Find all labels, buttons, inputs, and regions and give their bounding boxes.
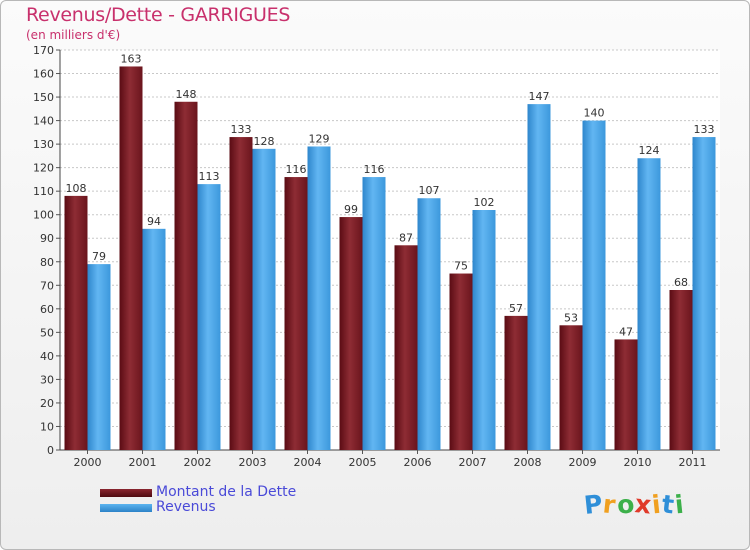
- value-label-revenus: 128: [254, 135, 275, 148]
- value-label-revenus: 113: [199, 170, 220, 183]
- x-tick-label: 2002: [184, 456, 212, 469]
- legend-swatch-dette: [100, 489, 152, 497]
- bar-revenus: [197, 184, 221, 450]
- value-label-dette: 99: [344, 203, 358, 216]
- value-label-revenus: 140: [584, 107, 605, 120]
- chart-subtitle: (en milliers d'€): [26, 28, 121, 42]
- bar-revenus: [87, 264, 111, 450]
- y-tick-label: 160: [33, 68, 54, 81]
- value-label-revenus: 129: [309, 132, 330, 145]
- bar-dette: [174, 101, 198, 450]
- bar-revenus: [417, 198, 441, 450]
- proxiti-logo: Proxiti: [583, 489, 686, 520]
- bar-revenus: [307, 146, 331, 450]
- bar-revenus: [472, 210, 496, 450]
- y-tick-label: 50: [40, 326, 54, 339]
- value-label-dette: 75: [454, 260, 468, 273]
- y-tick-label: 80: [40, 256, 54, 269]
- y-tick-label: 170: [33, 44, 54, 57]
- value-label-revenus: 79: [92, 250, 106, 263]
- value-label-dette: 133: [231, 123, 252, 136]
- bar-dette: [339, 217, 363, 450]
- x-tick-label: 2010: [624, 456, 652, 469]
- y-tick-label: 30: [40, 373, 54, 386]
- value-label-dette: 87: [399, 231, 413, 244]
- bar-dette: [394, 245, 418, 450]
- y-tick-label: 20: [40, 397, 54, 410]
- bar-revenus: [252, 148, 276, 450]
- y-tick-label: 150: [33, 91, 54, 104]
- x-tick-label: 2009: [569, 456, 597, 469]
- logo-letter: i: [673, 489, 686, 520]
- legend-label-revenus: Revenus: [156, 499, 216, 515]
- value-label-revenus: 107: [419, 184, 440, 197]
- bar-revenus: [582, 120, 606, 451]
- y-tick-label: 140: [33, 115, 54, 128]
- value-label-revenus: 102: [474, 196, 495, 209]
- legend-swatch-revenus: [100, 504, 152, 512]
- y-tick-label: 90: [40, 232, 54, 245]
- y-tick-label: 40: [40, 350, 54, 363]
- y-tick-label: 0: [47, 444, 54, 457]
- value-label-dette: 47: [619, 325, 633, 338]
- plot-area: [60, 50, 720, 450]
- y-tick-label: 130: [33, 138, 54, 151]
- value-label-revenus: 147: [529, 90, 550, 103]
- value-label-dette: 148: [176, 88, 197, 101]
- x-tick-label: 2003: [239, 456, 267, 469]
- bar-dette: [559, 325, 583, 450]
- bar-revenus: [142, 228, 166, 450]
- y-tick-label: 70: [40, 279, 54, 292]
- value-label-revenus: 116: [364, 163, 385, 176]
- y-tick-label: 120: [33, 162, 54, 175]
- value-label-dette: 53: [564, 311, 578, 324]
- bar-dette: [119, 66, 143, 451]
- value-label-revenus: 124: [639, 144, 660, 157]
- value-label-dette: 163: [121, 52, 142, 65]
- bar-revenus: [362, 177, 386, 450]
- x-tick-label: 2011: [679, 456, 707, 469]
- bar-revenus: [692, 137, 716, 450]
- bar-revenus: [637, 158, 661, 450]
- legend-label-dette: Montant de la Dette: [156, 484, 297, 500]
- x-tick-label: 2000: [74, 456, 102, 469]
- bar-dette: [504, 315, 528, 450]
- bar-dette: [614, 339, 638, 450]
- y-tick-label: 60: [40, 303, 54, 316]
- x-tick-label: 2006: [404, 456, 432, 469]
- value-label-revenus: 94: [147, 215, 161, 228]
- bar-dette: [229, 137, 253, 450]
- value-label-dette: 68: [674, 276, 688, 289]
- y-tick-label: 100: [33, 209, 54, 222]
- x-tick-label: 2007: [459, 456, 487, 469]
- value-label-revenus: 133: [694, 123, 715, 136]
- chart-title: Revenus/Dette - GARRIGUES: [26, 4, 291, 26]
- bar-dette: [449, 273, 473, 450]
- bar-revenus: [527, 104, 551, 450]
- value-label-dette: 108: [66, 182, 87, 195]
- bar-dette: [284, 177, 308, 450]
- x-tick-label: 2001: [129, 456, 157, 469]
- value-label-dette: 57: [509, 302, 523, 315]
- bar-dette: [669, 290, 693, 450]
- y-tick-label: 10: [40, 420, 54, 433]
- x-tick-label: 2004: [294, 456, 322, 469]
- value-label-dette: 116: [286, 163, 307, 176]
- y-tick-label: 110: [33, 185, 54, 198]
- bar-dette: [64, 195, 88, 450]
- x-tick-label: 2005: [349, 456, 377, 469]
- x-tick-label: 2008: [514, 456, 542, 469]
